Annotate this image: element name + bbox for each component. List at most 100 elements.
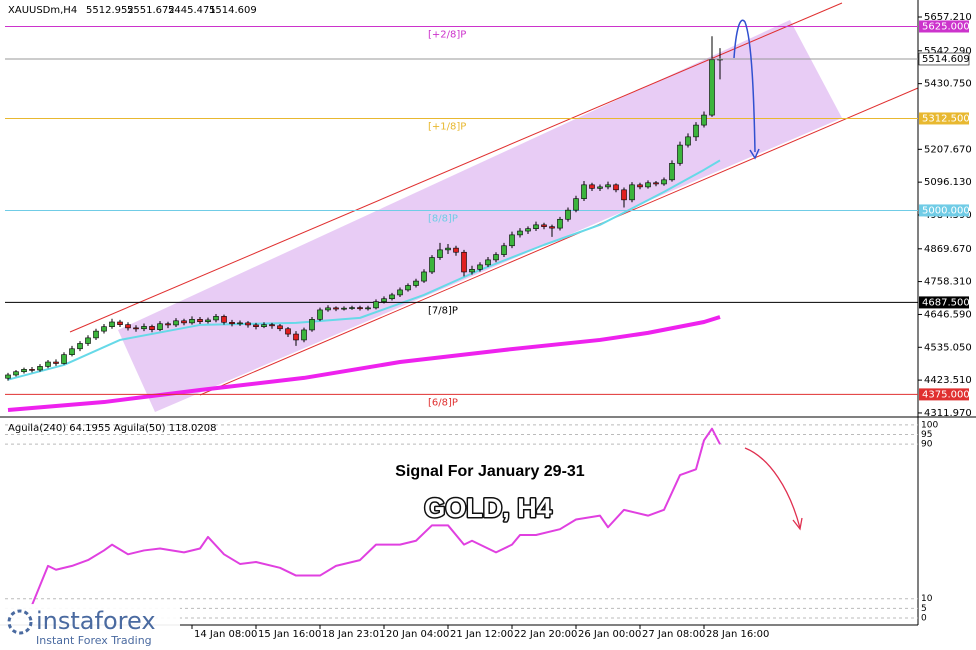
candle-body	[101, 326, 107, 332]
candle-body	[533, 224, 539, 229]
candle-body	[669, 163, 675, 181]
candle-body	[645, 182, 651, 188]
candle-body	[517, 230, 523, 236]
candle-body	[613, 184, 619, 191]
y-tick-label: 5207.670	[924, 144, 972, 155]
candle-body	[485, 259, 491, 266]
candle-body	[37, 366, 43, 371]
candle-body	[269, 324, 275, 327]
candle-body	[365, 307, 371, 310]
candle-body	[589, 184, 595, 189]
candle-body	[165, 323, 171, 326]
logo-icon	[7, 609, 33, 635]
y-tick-label: 95	[921, 430, 932, 440]
header-close: 5514.609	[209, 5, 257, 16]
y-tick-label: 5430.750	[924, 79, 972, 90]
candle-body	[405, 285, 411, 291]
y-tick-label: 4423.510	[924, 375, 972, 386]
candle-body	[637, 184, 643, 188]
level-name: [6/8]P	[428, 397, 458, 408]
candle-body	[629, 184, 635, 201]
header-open: 5512.952	[86, 5, 134, 16]
candle-body	[381, 298, 387, 302]
candle-body	[621, 189, 627, 201]
candle-body	[5, 374, 11, 379]
level-price-label: 5312.500	[922, 113, 970, 124]
x-tick-label: 26 Jan 00:00	[578, 629, 641, 640]
marks: 5657.210 5542.290 5430.750 5207.670 5096.130…	[5, 12, 972, 640]
candle-body	[557, 218, 563, 229]
x-tick-label: 20 Jan 04:00	[386, 629, 449, 640]
level-price-box	[919, 112, 969, 125]
candle-body	[581, 184, 587, 199]
channel-upper	[69, 2, 843, 333]
candle-body	[85, 337, 91, 344]
moving-average	[7, 159, 721, 381]
candle-body	[317, 309, 323, 320]
candle-body	[413, 280, 419, 286]
candle-body	[69, 348, 75, 355]
candle-body	[277, 325, 283, 330]
candle-body	[493, 254, 499, 261]
level-price-label: 4375.000	[922, 389, 970, 400]
candle-body	[597, 186, 603, 189]
watermark-brand: instaforex	[36, 607, 156, 635]
candle-body	[13, 371, 19, 376]
y-tick-label: 4869.670	[924, 244, 972, 255]
candle-body	[421, 271, 427, 282]
candle-body	[445, 247, 451, 251]
level-name: [8/8]P	[428, 213, 458, 224]
channel-lower	[199, 87, 919, 396]
candle-body	[245, 322, 251, 326]
signal-annotation: Signal For January 29-31	[395, 463, 585, 480]
y-tick-label: 4535.050	[924, 342, 972, 353]
y-tick-label: 5096.130	[924, 177, 972, 188]
candle-body	[309, 319, 315, 331]
current-price-box	[918, 52, 970, 66]
y-tick-label: 4311.970	[924, 408, 972, 419]
y-tick-label: 0	[921, 614, 927, 624]
candle-body	[173, 320, 179, 326]
x-tick-label: 14 Jan 08:00	[194, 629, 257, 640]
y-tick-label: 90	[921, 440, 933, 450]
y-tick-label: 10	[921, 594, 933, 604]
level-price-box	[919, 296, 969, 309]
forecast-arrowhead	[749, 148, 760, 160]
candle-body	[325, 307, 331, 311]
candle-body	[125, 324, 131, 329]
candle-body	[53, 361, 59, 364]
candle-body	[285, 328, 291, 335]
candle-body	[653, 182, 659, 185]
x-tick-label: 28 Jan 16:00	[706, 629, 769, 640]
candle-body	[389, 294, 395, 300]
candle-body	[213, 316, 219, 321]
candle-body	[549, 226, 555, 229]
candle-body	[333, 307, 339, 310]
candle-body	[181, 320, 187, 324]
candle-body	[605, 184, 611, 188]
candle-body	[541, 224, 547, 227]
candle-body	[525, 228, 531, 232]
y-tick-label: 5657.210	[924, 12, 972, 23]
x-tick-label: 18 Jan 23:01	[322, 629, 385, 640]
candle-body	[229, 321, 235, 325]
candle-body	[677, 144, 683, 164]
candle-body	[141, 326, 147, 330]
candle-body	[21, 369, 27, 373]
symbol: XAUUSDm,H4	[8, 5, 77, 16]
header-high: 5551.672	[127, 5, 175, 16]
candle-body	[77, 343, 83, 350]
level-name: [+1/8]P	[428, 121, 466, 132]
level-price-box	[919, 20, 969, 33]
x-tick-label: 27 Jan 08:00	[642, 629, 705, 640]
candle-body	[477, 264, 483, 270]
candle-body	[301, 329, 307, 341]
candle-body	[453, 247, 459, 253]
y-tick-label: 5542.290	[924, 46, 972, 57]
candle-body	[341, 307, 347, 310]
candle-body	[149, 326, 155, 330]
title-annotation: GOLD, H4	[424, 493, 552, 523]
candle-body	[197, 319, 203, 322]
candle-body	[357, 307, 363, 310]
x-tick-label: 15 Jan 16:00	[258, 629, 321, 640]
